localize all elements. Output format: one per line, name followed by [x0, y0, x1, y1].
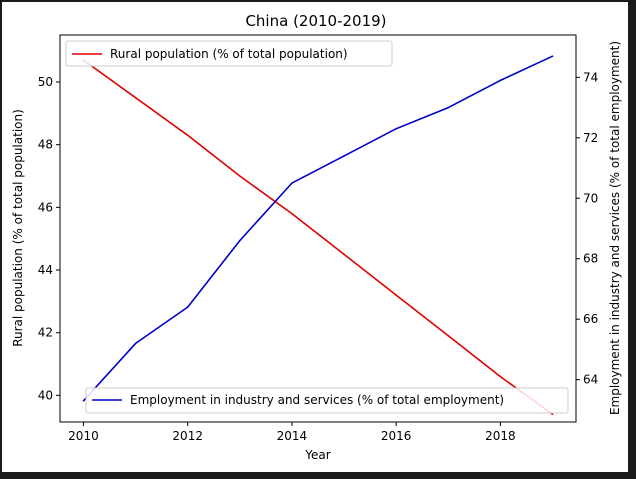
plot-area	[82, 55, 554, 415]
data-point-rural-population	[239, 175, 241, 177]
axes-frame	[59, 34, 577, 423]
data-point-employment-industry-services	[395, 127, 397, 130]
series-line-employment-industry-services	[82, 55, 553, 402]
data-point-rural-population	[499, 375, 502, 378]
y-left-tick-label: 48	[38, 138, 53, 152]
y-axis-label-left: Rural population (% of total population)	[11, 109, 25, 347]
x-tick-label: 2018	[485, 429, 516, 443]
x-tick-label: 2012	[172, 429, 203, 443]
data-point-rural-population	[343, 253, 345, 256]
y-left-tick-label: 44	[38, 263, 53, 277]
data-point-employment-industry-services	[447, 106, 450, 109]
legend-employment-box	[85, 387, 569, 414]
dual-axis-line-chart: China (2010-2019) Year Rural population …	[11, 12, 622, 462]
legend-employment: Employment in industry and services (% o…	[85, 387, 569, 414]
x-tick-label: 2016	[381, 429, 412, 443]
data-point-employment-industry-services	[551, 55, 554, 57]
y-left-tick-label: 50	[38, 75, 53, 89]
y-left-tick-label: 42	[38, 326, 53, 340]
chart-title: China (2010-2019)	[245, 12, 386, 30]
y-right-tick-label: 74	[583, 70, 598, 84]
data-point-employment-industry-services	[82, 400, 85, 402]
data-point-rural-population	[551, 413, 554, 415]
data-point-employment-industry-services	[186, 306, 189, 308]
x-axis-label: Year	[304, 448, 330, 462]
data-point-employment-industry-services	[239, 239, 241, 242]
legend-rural-label: Rural population (% of total population)	[110, 47, 348, 61]
y-left-tick-label: 40	[38, 388, 53, 402]
legend-rural-box	[65, 40, 393, 67]
data-point-rural-population	[291, 212, 293, 215]
data-point-employment-industry-services	[499, 79, 502, 82]
data-point-rural-population	[134, 96, 137, 99]
data-point-employment-industry-services	[291, 182, 293, 184]
data-point-employment-industry-services	[134, 342, 137, 345]
x-tick-label: 2010	[68, 429, 99, 443]
data-point-employment-industry-services	[343, 155, 345, 157]
y-right-tick-label: 72	[583, 131, 598, 145]
data-point-rural-population	[395, 294, 397, 296]
y-right-tick-label: 68	[583, 252, 598, 266]
data-point-rural-population	[447, 335, 450, 337]
legend-rural: Rural population (% of total population)	[65, 40, 393, 67]
chart-frame: China (2010-2019) Year Rural population …	[2, 2, 628, 472]
y-right-tick-label: 70	[583, 191, 598, 205]
x-tick-label: 2014	[277, 429, 308, 443]
legend-employment-label: Employment in industry and services (% o…	[130, 393, 504, 407]
y-left-tick-label: 46	[38, 200, 53, 214]
axis-ticks: 2010 2012 2014 2016 2018 40 42 44 46 48 50 64 66 68 70…	[38, 70, 599, 443]
y-right-tick-label: 64	[583, 373, 598, 387]
y-right-tick-label: 66	[583, 312, 598, 326]
y-axis-label-right: Employment in industry and services (% o…	[608, 41, 622, 415]
data-point-rural-population	[186, 134, 189, 137]
series-line-rural-population	[83, 59, 553, 415]
